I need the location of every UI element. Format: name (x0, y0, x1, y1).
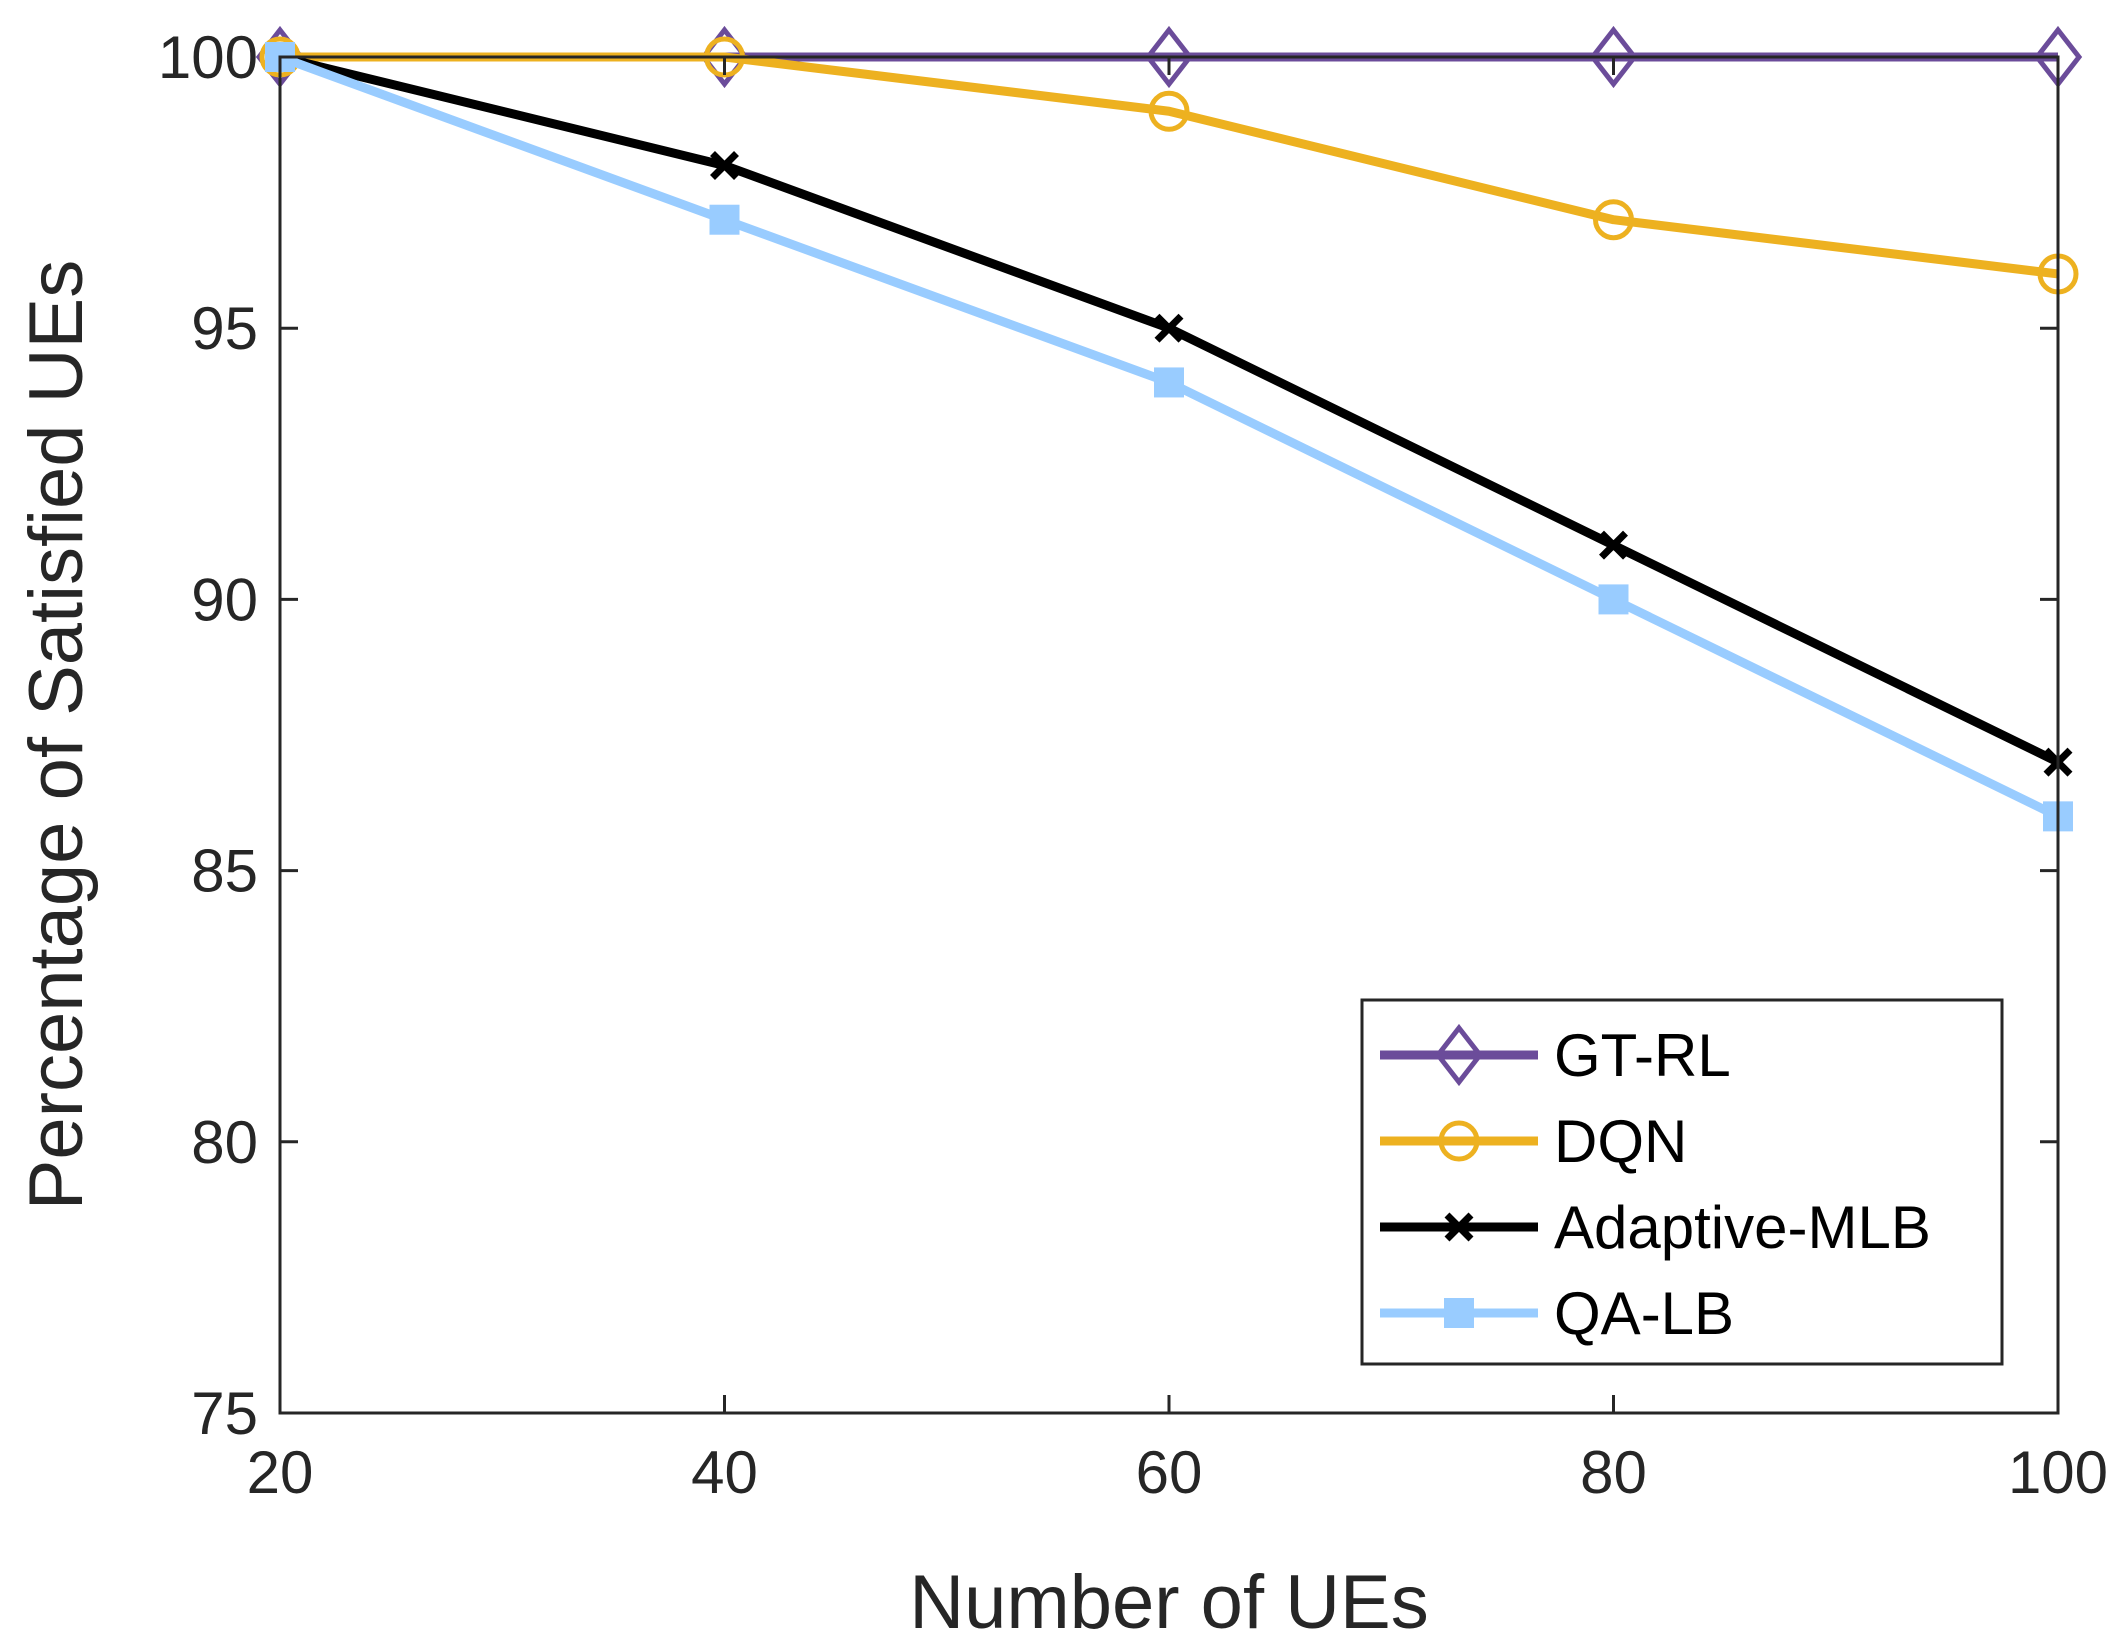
data-point (1154, 313, 1184, 343)
legend-item: QA-LB (1380, 1280, 1734, 1347)
legend-item: DQN (1380, 1108, 1687, 1175)
x-tick-label: 20 (247, 1439, 314, 1506)
series-dqn (259, 36, 2079, 295)
legend-label: DQN (1554, 1108, 1687, 1175)
series-line (278, 52, 2060, 821)
series-qa-lb (265, 42, 2073, 832)
legend-marker (1438, 1120, 1480, 1162)
y-axis-title: Percentage of Satisfied UEs (14, 260, 99, 1211)
y-tick-label: 90 (191, 566, 258, 633)
series-line (280, 52, 2059, 279)
data-point (709, 204, 740, 235)
data-point (1593, 199, 1634, 241)
legend-label: GT-RL (1554, 1022, 1731, 1089)
data-point (1598, 584, 1629, 615)
legend-item: Adaptive-MLB (1380, 1194, 1931, 1261)
x-tick-label: 100 (2008, 1439, 2108, 1506)
legend-label: Adaptive-MLB (1554, 1194, 1931, 1261)
legend-marker (1434, 1023, 1484, 1087)
y-tick-label: 80 (191, 1109, 258, 1176)
data-point (1148, 90, 1190, 132)
x-tick-label: 80 (1580, 1439, 1647, 1506)
y-tick-label: 100 (158, 24, 258, 91)
legend-marker (1444, 1212, 1474, 1242)
y-tick-label: 85 (191, 838, 258, 905)
x-tick-label: 60 (1136, 1439, 1203, 1506)
data-point (1154, 367, 1184, 398)
x-tick-label: 40 (691, 1439, 758, 1506)
legend: GT-RL DQN Adaptive-MLB QA-LB (1360, 998, 2004, 1366)
series-line (278, 52, 2060, 767)
series-layer (255, 25, 2083, 832)
legend-label: QA-LB (1554, 1280, 1734, 1347)
legend-marker (1444, 1298, 1474, 1328)
y-tick-label: 75 (191, 1380, 258, 1447)
ticks-layer: 20 40 60 80 100 75 80 85 90 95 100 (158, 24, 2108, 1506)
x-axis-title: Number of UEs (909, 1560, 1429, 1645)
data-point (1599, 530, 1628, 560)
data-point (710, 151, 739, 180)
data-point (1144, 25, 1194, 89)
y-tick-label: 95 (191, 295, 258, 362)
legend-item: GT-RL (1380, 1022, 1731, 1089)
data-point (1589, 25, 1638, 89)
